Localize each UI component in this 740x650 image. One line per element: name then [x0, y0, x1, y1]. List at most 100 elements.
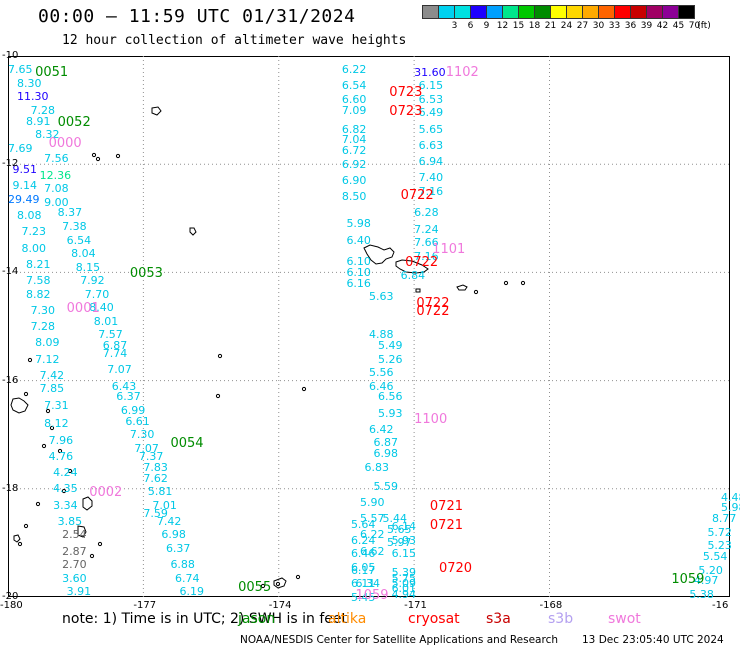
legend-label: 9 [483, 21, 490, 31]
wave-height-value: 8.09 [35, 336, 60, 350]
map-area: 7.65 8.30 11.30 7.28 8.91 8.32 7.69 7.56 9.51 12.… [8, 56, 740, 603]
wave-height-value: 8.01 [93, 314, 119, 328]
wave-height-value: 7.74 [102, 347, 128, 361]
island-dot [503, 280, 509, 286]
legend-label: 30 [592, 21, 605, 31]
footer-credit: NOAA/NESDIS Center for Satellite Applica… [240, 634, 558, 646]
wave-height-value: 6.94 [418, 155, 444, 169]
wave-height-value: 6.56 [378, 390, 403, 404]
wave-height-value: 6.24 [350, 533, 376, 547]
wave-height-value: 7.85 [39, 382, 65, 396]
wave-height-value: 5.38 [689, 587, 714, 601]
wave-height-value: 6.99 [120, 403, 146, 417]
island-dot [275, 581, 281, 587]
wave-height-value: 7.96 [48, 433, 74, 447]
wave-height-value: 6.42 [369, 422, 394, 436]
island-dot [89, 553, 95, 559]
wave-height-value: 9.00 [44, 195, 69, 209]
lat-tick-label: -10 [2, 50, 19, 61]
wave-height-value: 6.05 [350, 560, 376, 574]
wave-height-value: 7.69 [8, 141, 33, 155]
pass-time-label: 0000 [48, 136, 82, 152]
wave-height-value: 8.12 [44, 417, 69, 431]
wave-height-value: 8.37 [57, 206, 83, 220]
lon-tick-label: -168 [539, 600, 563, 611]
legend-label: 21 [544, 21, 557, 31]
wave-height-value: 5.65 [418, 122, 444, 136]
legend-label: 33 [608, 21, 621, 31]
wave-height-value: 5.20 [698, 563, 723, 577]
pass-time-label: 0053 [129, 265, 163, 281]
wave-height-value: 4.48 [720, 490, 740, 504]
island-outline [82, 496, 93, 511]
footer-timestamp: 13 Dec 23:05:40 UTC 2024 [582, 634, 724, 646]
legend-swatch [550, 5, 567, 19]
island-outline [77, 525, 87, 538]
pass-time-label: 0051 [35, 64, 69, 80]
wave-height-value: 7.37 [138, 449, 164, 463]
legend-label: 45 [672, 21, 685, 31]
wave-height-value: 5.97 [387, 536, 412, 550]
island-dot [41, 443, 47, 449]
legend-label: 70 [688, 21, 701, 31]
legend-unit: (ft) [697, 21, 711, 31]
wave-height-value: 5.93 [391, 533, 417, 547]
legend-label: 18 [528, 21, 541, 31]
map-border [8, 56, 730, 597]
satellite-key-altika: altika [328, 611, 367, 627]
legend-swatch [614, 5, 631, 19]
wave-height-value: 5.98 [720, 501, 740, 515]
wave-height-value: 7.16 [414, 249, 439, 263]
pass-time-label: 0723 [389, 103, 423, 119]
island-dot [217, 353, 223, 359]
wave-height-value: 5.39 [391, 566, 417, 580]
wave-height-value: 9.14 [12, 179, 38, 193]
wave-height-value: 8.21 [26, 257, 51, 271]
pass-time-label: 0722 [416, 303, 450, 319]
wave-height-value: 7.30 [30, 303, 56, 317]
legend-swatch [470, 5, 487, 19]
wave-height-value: 9.51 [12, 163, 38, 177]
legend-swatch [438, 5, 455, 19]
wave-height-value: 5.09 [391, 577, 417, 591]
wave-height-value: 4.35 [53, 482, 78, 496]
wave-height-value: 6.61 [125, 414, 150, 428]
wave-height-value: 7.07 [107, 363, 132, 377]
wave-height-value: 6.10 [346, 265, 371, 279]
wave-height-value: 2.70 [62, 558, 87, 572]
island-outline [415, 288, 421, 293]
wave-height-value: 6.15 [418, 79, 444, 93]
lon-tick-label: -174 [268, 600, 292, 611]
wave-height-value: 3.91 [66, 585, 92, 599]
wave-height-value: 6.28 [414, 206, 439, 220]
wave-height-value: 6.17 [350, 563, 376, 577]
satellite-key-s3b: s3b [548, 611, 574, 627]
wave-height-value: 8.00 [21, 241, 47, 255]
footer-note: note: 1) Time is in UTC; 2) SWH is in fe… [62, 611, 348, 627]
satellite-key-s3a: s3a [486, 611, 511, 627]
wave-height-value: 8.08 [17, 209, 42, 223]
wave-height-value: 5.93 [378, 406, 403, 420]
pass-time-label: 0001 [66, 301, 100, 317]
wave-height-value: 8.15 [75, 260, 101, 274]
wave-height-value: 6.72 [341, 144, 367, 158]
wave-height-value: 3.60 [62, 571, 87, 585]
lat-tick-label: -18 [2, 482, 19, 494]
wave-height-value: 6.87 [373, 436, 399, 450]
wave-height-value: 8.91 [26, 114, 51, 128]
wave-height-value: 2.87 [62, 544, 87, 558]
legend-swatch [662, 5, 679, 19]
wave-height-value: 7.59 [143, 506, 168, 520]
wave-height-value: 6.49 [418, 106, 444, 120]
wave-height-value: 8.30 [17, 76, 42, 90]
wave-height-value: 7.12 [35, 352, 60, 366]
wave-height-value: 6.01 [391, 582, 417, 596]
wave-height-value: 6.53 [418, 92, 444, 106]
legend-labels: 3 6 9 12 15 18 21 24 27 30 33 36 39 42 45 70 (ft) [422, 21, 711, 33]
wave-height-value: 7.09 [341, 103, 367, 117]
island-outline [273, 577, 287, 589]
pass-time-label: 0052 [57, 114, 91, 130]
wave-height-value: 7.57 [98, 328, 123, 342]
wave-height-value: 4.88 [369, 328, 394, 342]
wave-height-value: 31.60 [414, 65, 446, 79]
